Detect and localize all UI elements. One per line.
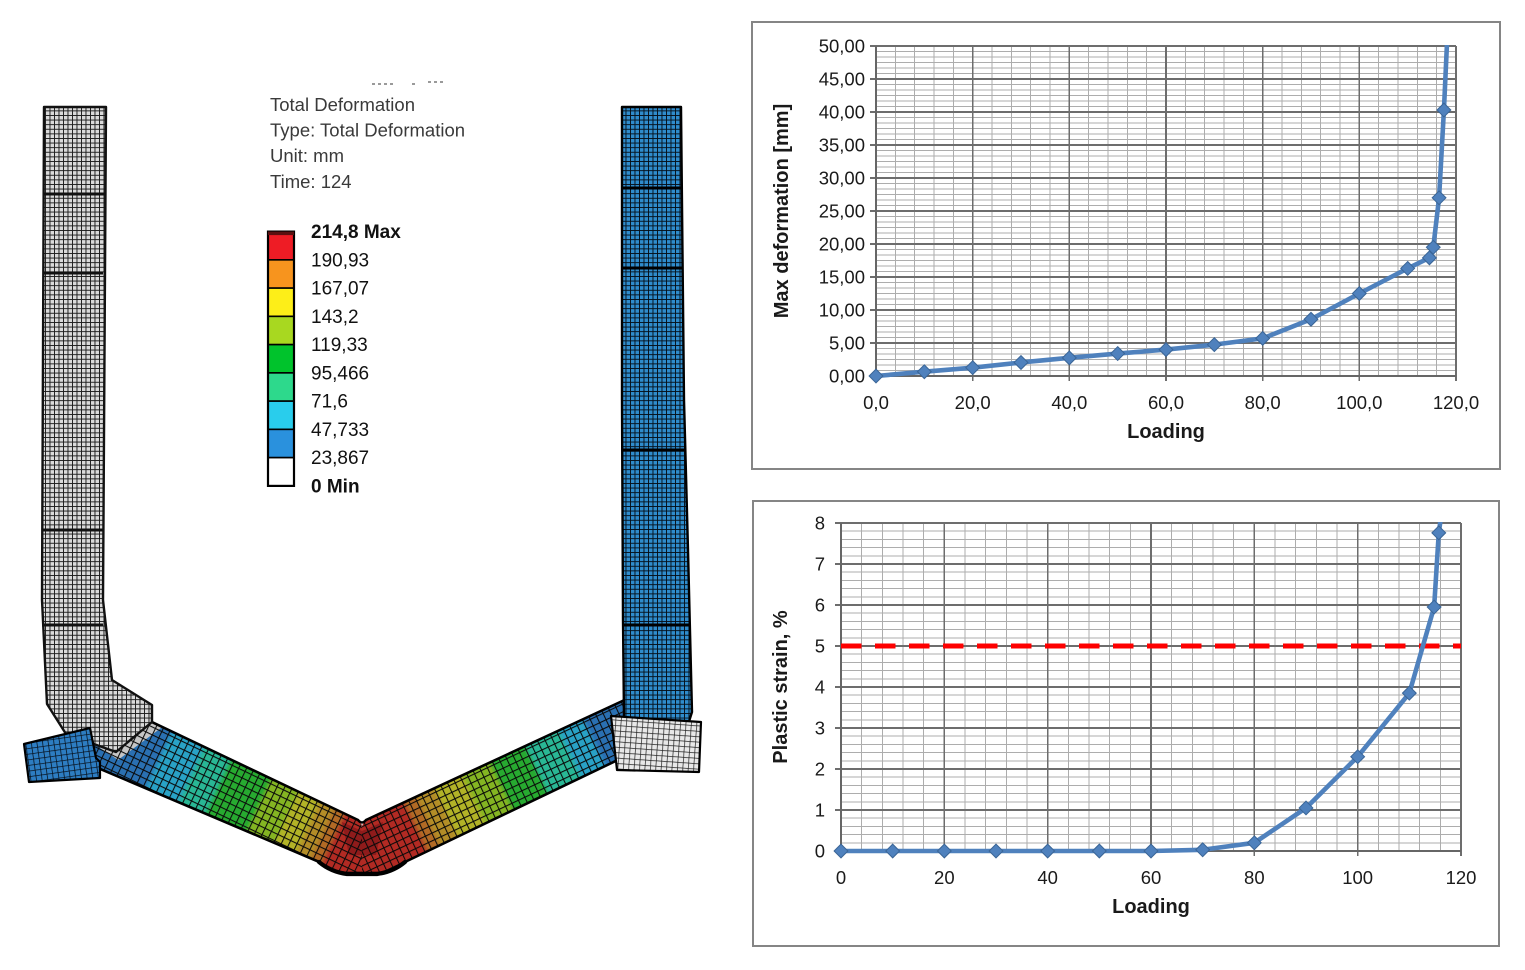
svg-text:0,00: 0,00 xyxy=(829,366,865,387)
svg-text:80: 80 xyxy=(1244,867,1265,888)
svg-text:2: 2 xyxy=(815,759,825,780)
svg-text:119,33: 119,33 xyxy=(311,335,368,356)
svg-text:60,0: 60,0 xyxy=(1148,392,1184,413)
svg-text:80,0: 80,0 xyxy=(1245,392,1281,413)
svg-text:190,93: 190,93 xyxy=(311,250,369,271)
svg-text:71,6: 71,6 xyxy=(311,392,348,413)
svg-text:10,00: 10,00 xyxy=(819,300,865,321)
svg-text:45,00: 45,00 xyxy=(819,69,865,90)
svg-text:40,0: 40,0 xyxy=(1051,392,1087,413)
svg-text:Time: 124: Time: 124 xyxy=(270,171,352,192)
svg-text:Loading: Loading xyxy=(1112,896,1190,918)
svg-text:7: 7 xyxy=(815,554,825,575)
svg-text:Total Deformation: Total Deformation xyxy=(270,94,415,115)
svg-text:0 Min: 0 Min xyxy=(311,476,360,497)
svg-text:40,00: 40,00 xyxy=(819,102,865,123)
svg-text:6: 6 xyxy=(815,595,825,616)
svg-text:100: 100 xyxy=(1342,867,1373,888)
svg-text:47,733: 47,733 xyxy=(311,420,369,441)
svg-text:Unit: mm: Unit: mm xyxy=(270,145,344,166)
svg-text:25,00: 25,00 xyxy=(819,201,865,222)
svg-text:30,00: 30,00 xyxy=(819,168,865,189)
svg-text:4: 4 xyxy=(815,677,825,698)
svg-text:95,466: 95,466 xyxy=(311,363,369,384)
svg-text:0: 0 xyxy=(836,867,846,888)
svg-text:0,0: 0,0 xyxy=(863,392,889,413)
svg-text:100,0: 100,0 xyxy=(1336,392,1382,413)
svg-text:15,00: 15,00 xyxy=(819,267,865,288)
svg-text:20: 20 xyxy=(934,867,955,888)
svg-text:3: 3 xyxy=(815,718,825,739)
svg-text:120: 120 xyxy=(1446,867,1477,888)
svg-text:Type: Total Deformation: Type: Total Deformation xyxy=(270,120,465,141)
svg-text:40: 40 xyxy=(1037,867,1058,888)
svg-text:Plastic strain, %: Plastic strain, % xyxy=(770,610,792,764)
svg-text:120,0: 120,0 xyxy=(1433,392,1479,413)
svg-text:5,00: 5,00 xyxy=(829,333,865,354)
svg-text:8: 8 xyxy=(815,513,825,534)
svg-text:5: 5 xyxy=(815,636,825,657)
svg-text:20,00: 20,00 xyxy=(819,234,865,255)
svg-text:Loading: Loading xyxy=(1127,421,1205,443)
svg-text:20,0: 20,0 xyxy=(955,392,991,413)
svg-text:167,07: 167,07 xyxy=(311,279,369,300)
svg-text:35,00: 35,00 xyxy=(819,135,865,156)
svg-text:50,00: 50,00 xyxy=(819,36,865,57)
svg-text:60: 60 xyxy=(1141,867,1162,888)
svg-text:1: 1 xyxy=(815,800,825,821)
svg-text:143,2: 143,2 xyxy=(311,307,359,328)
svg-text:23,867: 23,867 xyxy=(311,448,369,469)
svg-text:0: 0 xyxy=(815,841,825,862)
svg-text:Max deformation [mm]: Max deformation [mm] xyxy=(771,104,793,318)
svg-text:214,8 Max: 214,8 Max xyxy=(311,222,401,243)
